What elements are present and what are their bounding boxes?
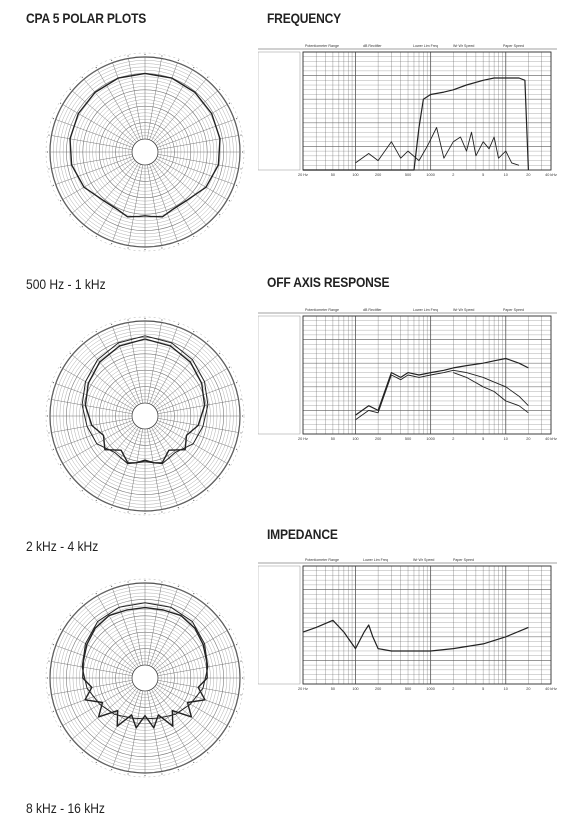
x-tick-label: 10 — [504, 173, 508, 177]
x-tick-label: 1000 — [426, 687, 434, 691]
x-tick-label: 200 — [375, 173, 381, 177]
header-label: Lower Lim Freq — [413, 308, 438, 312]
x-tick-label: 20 Hz — [298, 173, 308, 177]
polar-series-1-1 — [81, 335, 209, 465]
polar-caption-2: 2 kHz - 4 kHz — [26, 538, 99, 554]
line-series-4-1 — [355, 369, 529, 421]
line-series-5-0 — [302, 619, 529, 652]
line-grid — [258, 48, 557, 171]
x-tick-label: 50 — [331, 173, 335, 177]
x-tick-label: 5 — [482, 173, 484, 177]
polar-plot-8khz-16khz — [45, 578, 245, 778]
x-tick-label: 100 — [352, 687, 358, 691]
header-label: dB Rectifier — [363, 44, 382, 48]
line-series-3-1 — [355, 127, 520, 166]
polar-caption-1: 500 Hz - 1 kHz — [26, 276, 106, 292]
header-label: dB Rectifier — [363, 308, 382, 312]
header-label: Paper Speed — [503, 44, 524, 48]
x-tick-label: 200 — [375, 437, 381, 441]
impedance-title: IMPEDANCE — [267, 526, 338, 542]
polar-grid — [45, 578, 245, 778]
line-series-4-2 — [453, 372, 529, 414]
header-label: Potentiometer Range — [305, 308, 339, 312]
polar-title: CPA 5 POLAR PLOTS — [26, 10, 147, 26]
frequency-title: FREQUENCY — [267, 10, 342, 26]
x-tick-label: 2 — [452, 437, 454, 441]
polar-series-2-1 — [81, 602, 209, 720]
line-grid — [258, 312, 557, 435]
header-label: Lower Lim Freq — [413, 44, 438, 48]
line-grid — [258, 562, 557, 685]
header-label: Potentiometer Range — [305, 44, 339, 48]
x-tick-label: 20 — [526, 173, 530, 177]
header-label: Potentiometer Range — [305, 558, 339, 562]
x-tick-label: 2 — [452, 173, 454, 177]
x-tick-label: 50 — [331, 437, 335, 441]
x-tick-label: 500 — [405, 437, 411, 441]
header-label: Wr Wr Speed — [453, 308, 474, 312]
x-tick-label: 10 — [504, 437, 508, 441]
x-tick-label: 500 — [405, 173, 411, 177]
x-tick-label: 40 kHz — [545, 437, 557, 441]
off-axis-title: OFF AXIS RESPONSE — [267, 274, 390, 290]
x-tick-label: 100 — [352, 173, 358, 177]
line-series-4-0 — [355, 357, 529, 416]
x-tick-label: 5 — [482, 687, 484, 691]
polar-caption-3: 8 kHz - 16 kHz — [26, 800, 105, 816]
header-label: Paper Speed — [453, 558, 474, 562]
x-tick-label: 20 — [526, 437, 530, 441]
x-tick-label: 1000 — [426, 173, 434, 177]
polar-series-1-0 — [84, 338, 206, 464]
header-label: Wr Wr Speed — [453, 44, 474, 48]
x-tick-label: 20 — [526, 687, 530, 691]
header-label: Lower Lim Freq — [363, 558, 388, 562]
polar-series-0-0 — [69, 72, 221, 218]
x-tick-label: 20 Hz — [298, 437, 308, 441]
x-tick-label: 10 — [504, 687, 508, 691]
x-tick-label: 2 — [452, 687, 454, 691]
x-tick-label: 40 kHz — [545, 173, 557, 177]
x-tick-label: 1000 — [426, 437, 434, 441]
polar-grid — [45, 52, 245, 252]
polar-grid — [45, 316, 245, 516]
impedance-chart: Potentiometer Range Lower Lim Freq Wr Wr S… — [258, 558, 557, 691]
polar-plot-500hz-1khz — [45, 52, 245, 252]
x-tick-label: 200 — [375, 687, 381, 691]
header-label: Paper Speed — [503, 308, 524, 312]
x-tick-label: 50 — [331, 687, 335, 691]
x-tick-label: 5 — [482, 437, 484, 441]
header-label: Wr Wr Speed — [413, 558, 434, 562]
line-series-3-0 — [303, 77, 529, 171]
polar-plot-2khz-4khz — [45, 316, 245, 516]
x-tick-label: 40 kHz — [545, 687, 557, 691]
off-axis-response-chart: Potentiometer Range dB Rectifier Lower Lim… — [258, 308, 557, 441]
x-tick-label: 500 — [405, 687, 411, 691]
frequency-response-chart: Potentiometer Range dB Rectifier Lower Lim… — [258, 44, 557, 177]
x-tick-label: 20 Hz — [298, 687, 308, 691]
x-tick-label: 100 — [352, 437, 358, 441]
